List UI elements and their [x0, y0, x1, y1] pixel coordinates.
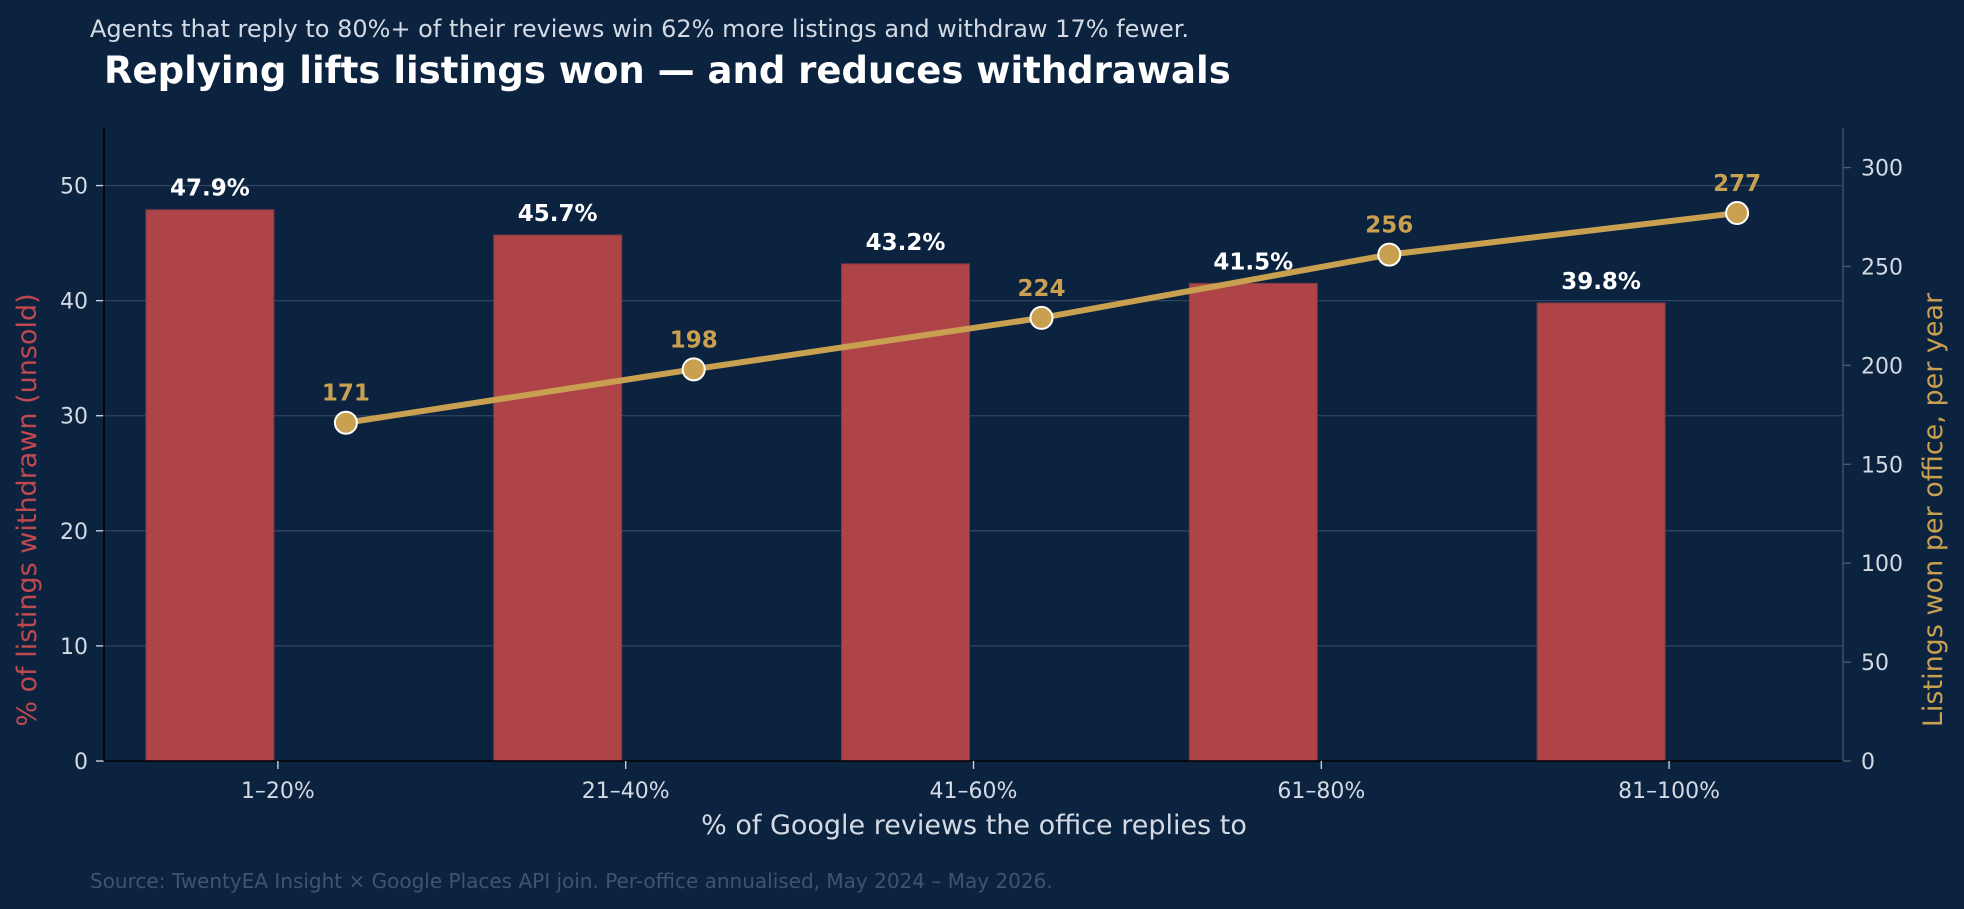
x-tick-label: 81–100%: [1618, 779, 1720, 804]
y2-tick-label: 250: [1861, 255, 1903, 280]
line-point: [1377, 242, 1402, 267]
line-value-label: 171: [322, 381, 370, 407]
bar-value-label: 39.8%: [1561, 269, 1641, 295]
line-series: [333, 201, 1750, 435]
x-axis-label: % of Google reviews the office replies t…: [701, 810, 1247, 841]
line-point: [681, 357, 706, 382]
line-value-label: 224: [1017, 276, 1065, 302]
y2-tick-label: 100: [1861, 552, 1903, 577]
line-value-label: 256: [1365, 213, 1413, 239]
line-value-label: 277: [1713, 171, 1761, 197]
bar: [1536, 302, 1666, 762]
y2-tick-label: 200: [1861, 354, 1903, 379]
bar: [145, 209, 275, 762]
bar: [493, 234, 623, 762]
x-tick-label: 1–20%: [241, 779, 315, 804]
y-tick-label: 40: [60, 290, 88, 315]
y-tick-label: 30: [60, 405, 88, 430]
x-tick-label: 21–40%: [582, 779, 670, 804]
source-note: Source: TwentyEA Insight × Google Places…: [90, 869, 1053, 893]
axes: 0 10 20 30 40 50 0 50 100 150 200 250 300 1–20% 21–40%…: [60, 128, 1903, 804]
data-labels: 47.9% 45.7% 43.2% 41.5% 39.8% 171 198 224 256 277: [170, 171, 1761, 407]
bar-value-label: 43.2%: [866, 230, 946, 256]
chart-title: Replying lifts listings won — and reduce…: [104, 49, 1231, 92]
y-tick-label: 10: [60, 635, 88, 660]
chart-subtitle: Agents that reply to 80%+ of their revie…: [90, 15, 1189, 43]
y-tick-label: 0: [74, 750, 88, 775]
y-tick-label: 20: [60, 520, 88, 545]
y-axis-label-right: Listings won per office, per year: [1918, 292, 1949, 727]
line-point: [333, 410, 358, 435]
y2-tick-label: 0: [1861, 750, 1875, 775]
y2-tick-label: 50: [1861, 651, 1889, 676]
line-value-label: 198: [670, 327, 718, 353]
bar-value-label: 41.5%: [1213, 249, 1293, 275]
bar: [1188, 282, 1318, 762]
bar-value-label: 47.9%: [170, 176, 250, 202]
bar-value-label: 45.7%: [518, 201, 598, 227]
y-tick-label: 50: [60, 175, 88, 200]
bars: [145, 209, 1666, 762]
x-tick-label: 61–80%: [1277, 779, 1365, 804]
y-axis-label-left: % of listings withdrawn (unsold): [12, 293, 43, 726]
y2-tick-label: 300: [1861, 157, 1903, 182]
y2-tick-label: 150: [1861, 453, 1903, 478]
line-point: [1725, 201, 1750, 226]
x-tick-label: 41–60%: [930, 779, 1018, 804]
line-point: [1029, 305, 1054, 330]
